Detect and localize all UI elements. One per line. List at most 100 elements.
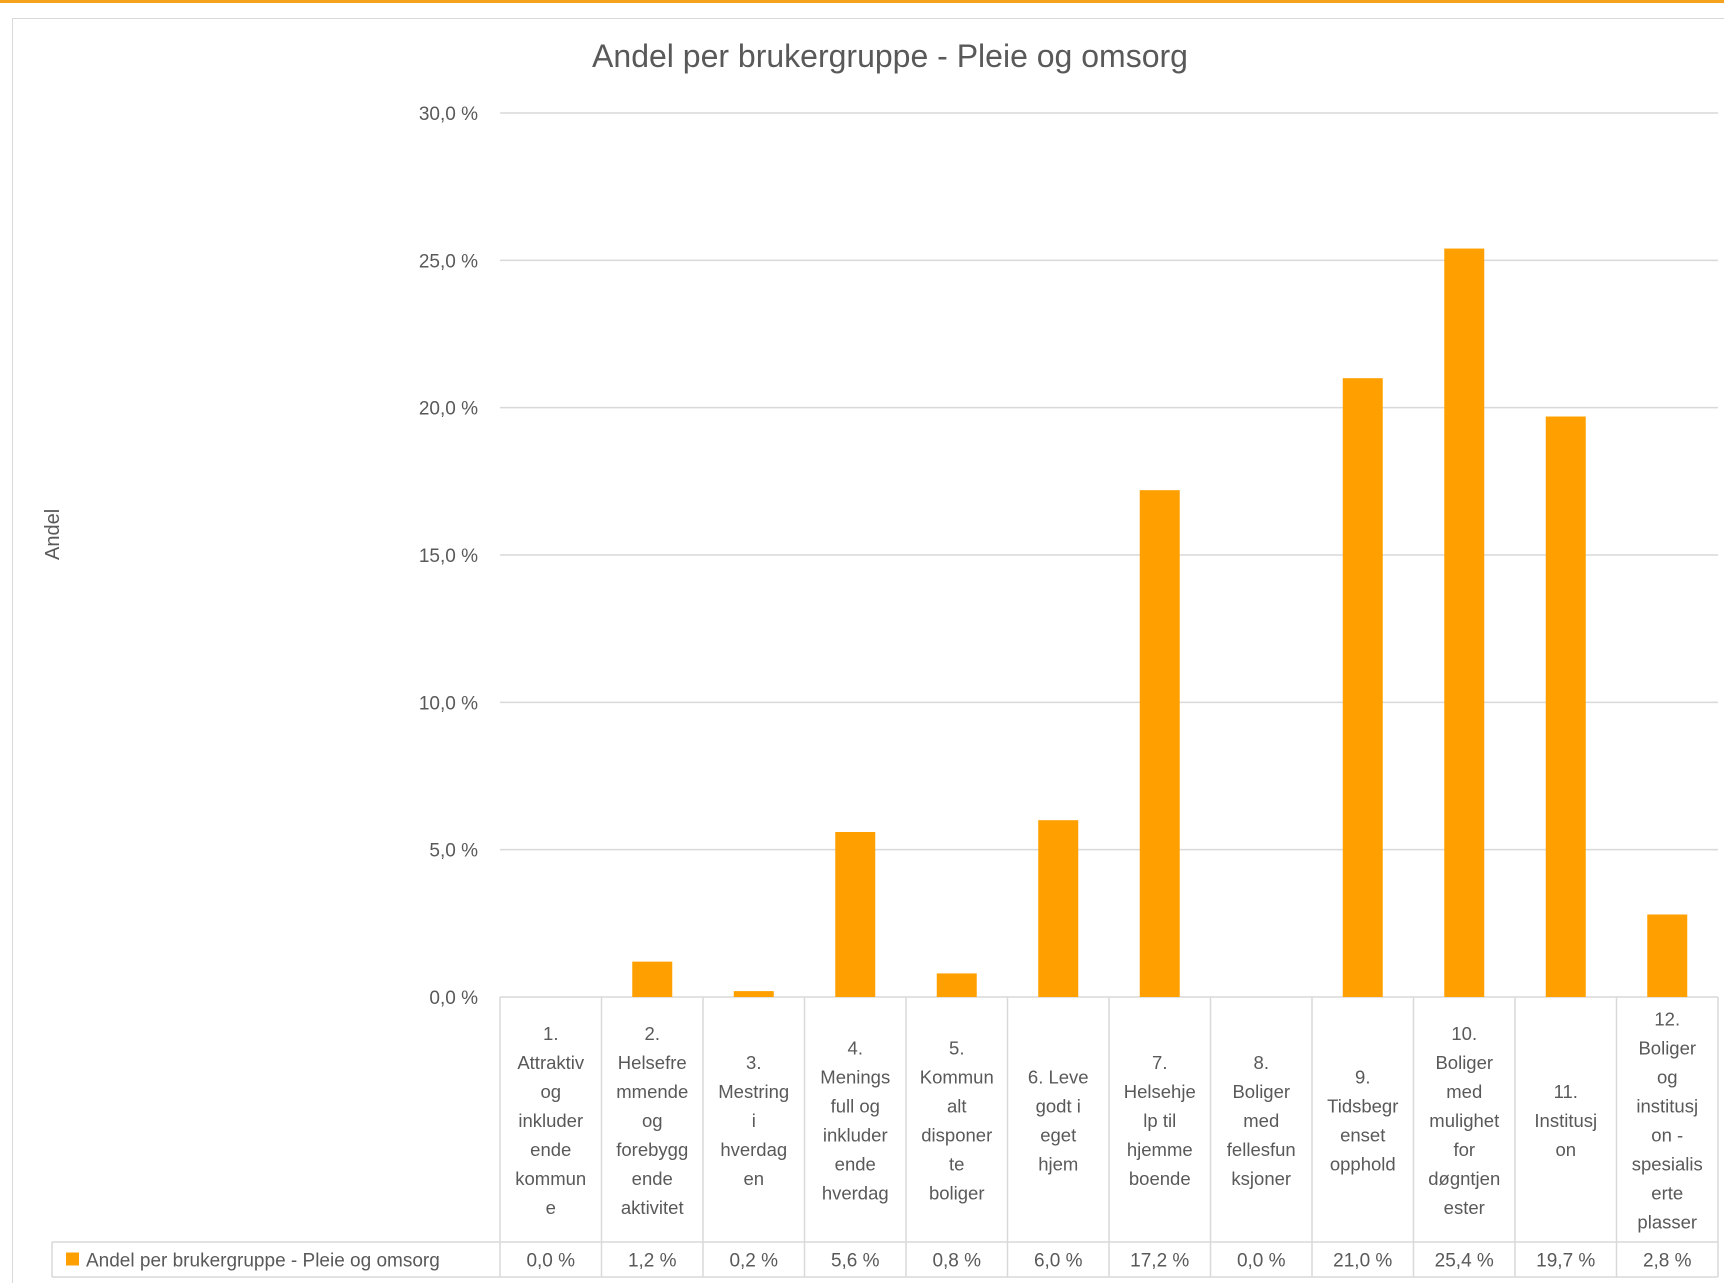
x-category-label: 2. (645, 1023, 660, 1044)
x-category-label: Institusj (1534, 1110, 1597, 1131)
x-category-label: Boliger (1638, 1037, 1696, 1058)
legend-key (66, 1252, 79, 1266)
x-category-label: Helsefre (618, 1052, 687, 1073)
bar (733, 991, 774, 997)
x-category-label: mmende (616, 1081, 688, 1102)
x-category-label: Menings (820, 1066, 890, 1087)
x-category-label: boende (1129, 1168, 1191, 1189)
data-table-value: 0,2 % (729, 1251, 778, 1272)
data-table-value: 2,8 % (1643, 1251, 1692, 1272)
x-category-label: hverdag (720, 1139, 787, 1160)
x-category-label: med (1446, 1081, 1482, 1102)
x-category-label: Boliger (1232, 1081, 1290, 1102)
x-category-label: inkluder (518, 1110, 583, 1131)
x-category-label: te (949, 1153, 964, 1174)
x-category-label: aktivitet (621, 1197, 684, 1218)
x-category-label: 4. (848, 1037, 863, 1058)
x-category-label: erte (1651, 1182, 1683, 1203)
x-category-label: og (540, 1081, 561, 1102)
x-category-label: lp til (1143, 1110, 1176, 1131)
data-table-value: 0,8 % (932, 1251, 981, 1272)
x-category-label: for (1453, 1139, 1475, 1160)
x-category-label: on (1555, 1139, 1576, 1160)
bar (1038, 820, 1079, 997)
x-category-label: fellesfun (1227, 1139, 1296, 1160)
chart-title: Andel per brukergruppe - Pleie og omsorg (592, 38, 1188, 74)
x-category-label: med (1243, 1110, 1279, 1131)
bar (632, 961, 673, 997)
x-category-label: kommun (515, 1168, 586, 1189)
x-category-label: Tidsbegr (1327, 1095, 1398, 1116)
chart-frame (12, 18, 1724, 1283)
x-category-label: full og (831, 1095, 880, 1116)
x-category-label: 1. (543, 1023, 558, 1044)
x-category-label: hjem (1038, 1153, 1078, 1174)
bar (1545, 416, 1586, 997)
y-tick-label: 10,0 % (419, 693, 478, 714)
x-category-label: 6. Leve (1028, 1066, 1089, 1087)
y-tick-label: 15,0 % (419, 546, 478, 567)
data-table-value: 5,6 % (831, 1251, 880, 1272)
bar (1647, 914, 1688, 997)
x-category-label: enset (1340, 1124, 1385, 1145)
x-category-label: 7. (1152, 1052, 1167, 1073)
x-category-label: 11. (1554, 1081, 1578, 1102)
y-tick-label: 25,0 % (419, 251, 478, 272)
x-category-label: hverdag (822, 1182, 889, 1203)
x-category-label: Kommun (920, 1066, 994, 1087)
data-table-value: 17,2 % (1130, 1251, 1189, 1272)
x-category-label: mulighet (1429, 1110, 1499, 1131)
x-category-label: opphold (1330, 1153, 1396, 1174)
legend-label: Andel per brukergruppe - Pleie og omsorg (86, 1251, 440, 1272)
x-category-label: ende (835, 1153, 876, 1174)
x-category-label: spesialis (1632, 1153, 1703, 1174)
y-tick-label: 0,0 % (429, 988, 478, 1009)
x-category-label: 9. (1355, 1066, 1370, 1087)
x-category-label: Boliger (1435, 1052, 1493, 1073)
x-category-label: Helsehje (1124, 1081, 1196, 1102)
x-category-label: en (743, 1168, 764, 1189)
y-tick-label: 5,0 % (429, 841, 478, 862)
x-category-label: hjemme (1127, 1139, 1193, 1160)
x-category-label: e (546, 1197, 556, 1218)
x-category-label: 3. (746, 1052, 761, 1073)
x-category-label: inkluder (823, 1124, 888, 1145)
y-tick-label: 20,0 % (419, 399, 478, 420)
bar (1139, 490, 1180, 997)
x-category-label: 8. (1254, 1052, 1269, 1073)
data-table-value: 0,0 % (526, 1251, 575, 1272)
x-category-label: Attraktiv (517, 1052, 585, 1073)
bar (1444, 248, 1485, 998)
data-table-value: 19,7 % (1536, 1251, 1595, 1272)
x-category-label: ende (530, 1139, 571, 1160)
x-category-label: on - (1651, 1124, 1683, 1145)
x-category-label: ende (632, 1168, 673, 1189)
x-category-label: 12. (1654, 1008, 1680, 1029)
bar (936, 973, 977, 997)
data-table-value: 21,0 % (1333, 1251, 1392, 1272)
x-category-label: eget (1040, 1124, 1076, 1145)
data-table-value: 0,0 % (1237, 1251, 1286, 1272)
x-category-label: 5. (949, 1037, 964, 1058)
x-category-label: og (1657, 1066, 1678, 1087)
x-category-label: døgntjen (1428, 1168, 1500, 1189)
x-category-label: 10. (1451, 1023, 1477, 1044)
x-category-label: alt (947, 1095, 967, 1116)
data-table-value: 6,0 % (1034, 1251, 1083, 1272)
y-tick-label: 30,0 % (419, 104, 478, 125)
data-table-value: 25,4 % (1435, 1251, 1494, 1272)
x-category-label: godt i (1036, 1095, 1081, 1116)
x-category-label: boliger (929, 1182, 985, 1203)
data-table-value: 1,2 % (628, 1251, 677, 1272)
bar (1342, 378, 1383, 997)
x-category-label: Mestring (718, 1081, 789, 1102)
x-category-label: institusj (1636, 1095, 1698, 1116)
bar (835, 831, 876, 997)
top-accent-bar (0, 0, 1724, 3)
x-category-label: i (752, 1110, 756, 1131)
x-category-label: plasser (1637, 1211, 1697, 1232)
x-category-label: og (642, 1110, 663, 1131)
x-category-label: ester (1444, 1197, 1485, 1218)
x-category-label: ksjoner (1231, 1168, 1291, 1189)
